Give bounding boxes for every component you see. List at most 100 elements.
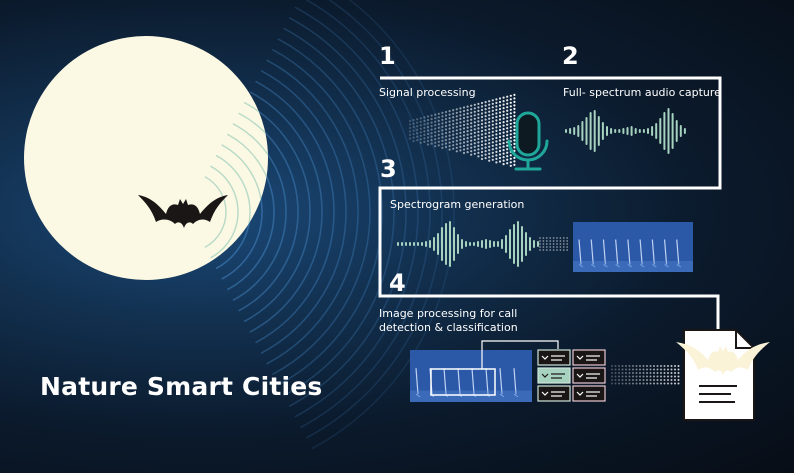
signal-dot [477,130,480,133]
signal-dot [473,114,476,117]
signal-dot [513,93,516,96]
signal-dot [502,124,505,127]
output-dot [614,368,617,371]
signal-dot [459,110,462,113]
signal-dot [513,125,516,128]
output-dot [625,372,627,374]
signal-dot [434,124,437,127]
echo-ring [277,38,383,386]
signal-dot [477,151,480,154]
signal-dot [444,114,448,117]
signal-dot [434,120,437,123]
output-dots [611,365,680,385]
spectrogram-streak [513,393,519,398]
signal-dot [491,148,494,151]
signal-dot [470,150,473,153]
signal-dot [423,130,426,133]
signal-dot [488,152,491,155]
waveform-dot [566,237,569,239]
signal-dot [495,126,498,129]
output-dot [649,382,652,385]
waveform-dot [539,237,541,239]
signal-dot [484,157,487,160]
signal-dot [509,94,512,97]
signal-dot [498,118,502,121]
signal-dot [412,119,415,122]
signal-dot [455,139,458,142]
output-dot [649,379,652,381]
signal-dot [416,139,419,142]
signal-dot [484,129,487,132]
spectrogram-icon [573,222,693,272]
signal-dot [470,118,473,121]
signal-dot [491,151,494,154]
output-dot [632,379,634,381]
signal-dot [444,145,448,149]
signal-dot [426,136,430,139]
output-dot [674,375,676,378]
signal-dot [430,135,433,138]
signal-dot [502,121,505,124]
signal-dot [480,143,484,147]
signal-dot [408,133,412,137]
signal-dot [423,119,426,122]
output-dot [625,375,627,378]
signal-dot [484,132,487,135]
waveform-dot [545,237,548,239]
signal-dot [448,120,451,123]
signal-dot [484,153,487,156]
signal-dot [488,145,491,148]
signal-dot [423,137,426,140]
step-1-number: 1 [379,42,396,70]
waveform-dot [549,243,552,245]
signal-dot [502,163,505,166]
output-dot [635,382,638,385]
signal-dot [455,136,458,139]
signal-dot [513,114,516,117]
output-dot [670,368,673,371]
output-dot [611,375,613,378]
chevron-down-icon [576,373,584,378]
signal-dot [502,138,505,141]
signal-dot [495,119,498,122]
waveform-dot [545,240,548,242]
output-dot [663,382,666,385]
signal-dot [430,139,433,142]
signal-dot [444,138,448,142]
signal-dot [488,100,491,103]
output-dot [674,365,676,367]
signal-dot [419,131,422,134]
signal-dot [477,144,480,147]
output-dot [677,379,680,381]
signal-dot [448,110,451,113]
signal-dot [495,115,498,118]
signal-dot [480,129,484,133]
signal-dot [437,126,440,129]
signal-dot [426,118,430,122]
signal-dot [452,137,455,140]
signal-dot [437,130,440,133]
signal-dot [509,119,512,122]
spectrogram-band [410,390,532,402]
signal-dot [470,153,473,156]
waveform-dots [539,237,569,251]
signal-dot [466,112,469,115]
signal-dot [462,148,466,151]
echo-ring [294,6,419,418]
signal-dot [477,155,480,158]
class-box [572,349,606,366]
waveform-dot [545,243,548,245]
signal-dot [506,134,509,137]
detection-connector [481,340,559,369]
output-dot [628,382,631,385]
signal-dot [491,113,494,116]
signal-dot [408,130,412,133]
signal-dot [477,106,480,109]
signal-dot [448,117,451,120]
signal-dot [455,150,458,153]
signal-dot [502,107,505,110]
signal-dot [513,135,516,138]
signal-dot [513,100,516,103]
signal-dot [513,156,516,159]
signal-dot [470,132,473,135]
